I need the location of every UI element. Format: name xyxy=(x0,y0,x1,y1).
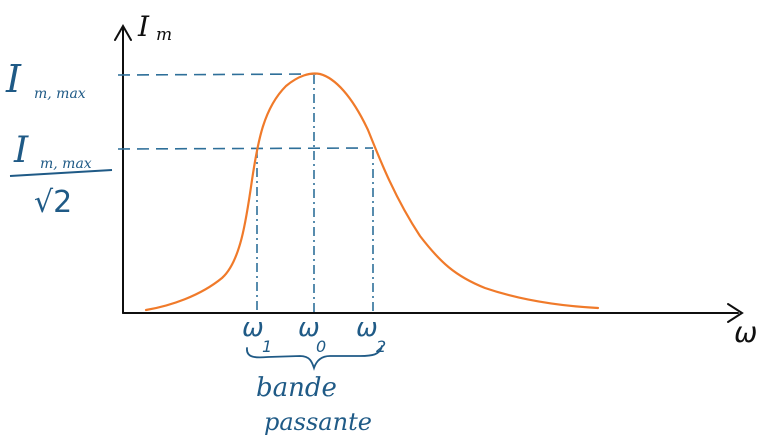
max-level-label-sub: m, max xyxy=(34,86,86,102)
half-power-level-line xyxy=(117,147,374,150)
x-axis-arrow xyxy=(727,303,744,323)
bandwidth-label: bande passante xyxy=(256,373,372,436)
half-power-label-denominator: √2 xyxy=(34,185,72,220)
bandwidth-brace xyxy=(246,345,383,371)
half-power-label: I m, max √2 xyxy=(9,130,113,220)
resonance-curve xyxy=(144,72,600,312)
omega2-label-symbol: ω xyxy=(356,313,378,343)
bandwidth-label-line2: passante xyxy=(264,408,372,436)
half-power-label-sub: m, max xyxy=(40,156,92,172)
axes xyxy=(114,23,744,323)
x-axis-label: ω xyxy=(734,316,757,349)
y-axis-label-sub: m xyxy=(156,25,172,45)
max-level-line xyxy=(117,73,317,76)
fraction-bar xyxy=(9,169,113,177)
omega0-label-sub: 0 xyxy=(316,337,326,356)
y-axis-label: I m xyxy=(137,10,172,45)
max-level-label-main: I xyxy=(5,57,22,101)
guide-lines xyxy=(117,73,374,313)
omega0-label-symbol: ω xyxy=(298,313,320,343)
y-axis-label-main: I xyxy=(137,10,150,43)
frequency-labels: ω 1 ω 0 ω 2 xyxy=(242,313,386,356)
max-level-label: I m, max xyxy=(5,57,86,102)
half-power-label-main: I xyxy=(13,130,29,171)
bandwidth-label-line1: bande xyxy=(256,373,337,403)
y-axis-arrow xyxy=(114,23,132,41)
omega1-label-symbol: ω xyxy=(242,313,264,343)
omega1-label-sub: 1 xyxy=(262,337,272,356)
